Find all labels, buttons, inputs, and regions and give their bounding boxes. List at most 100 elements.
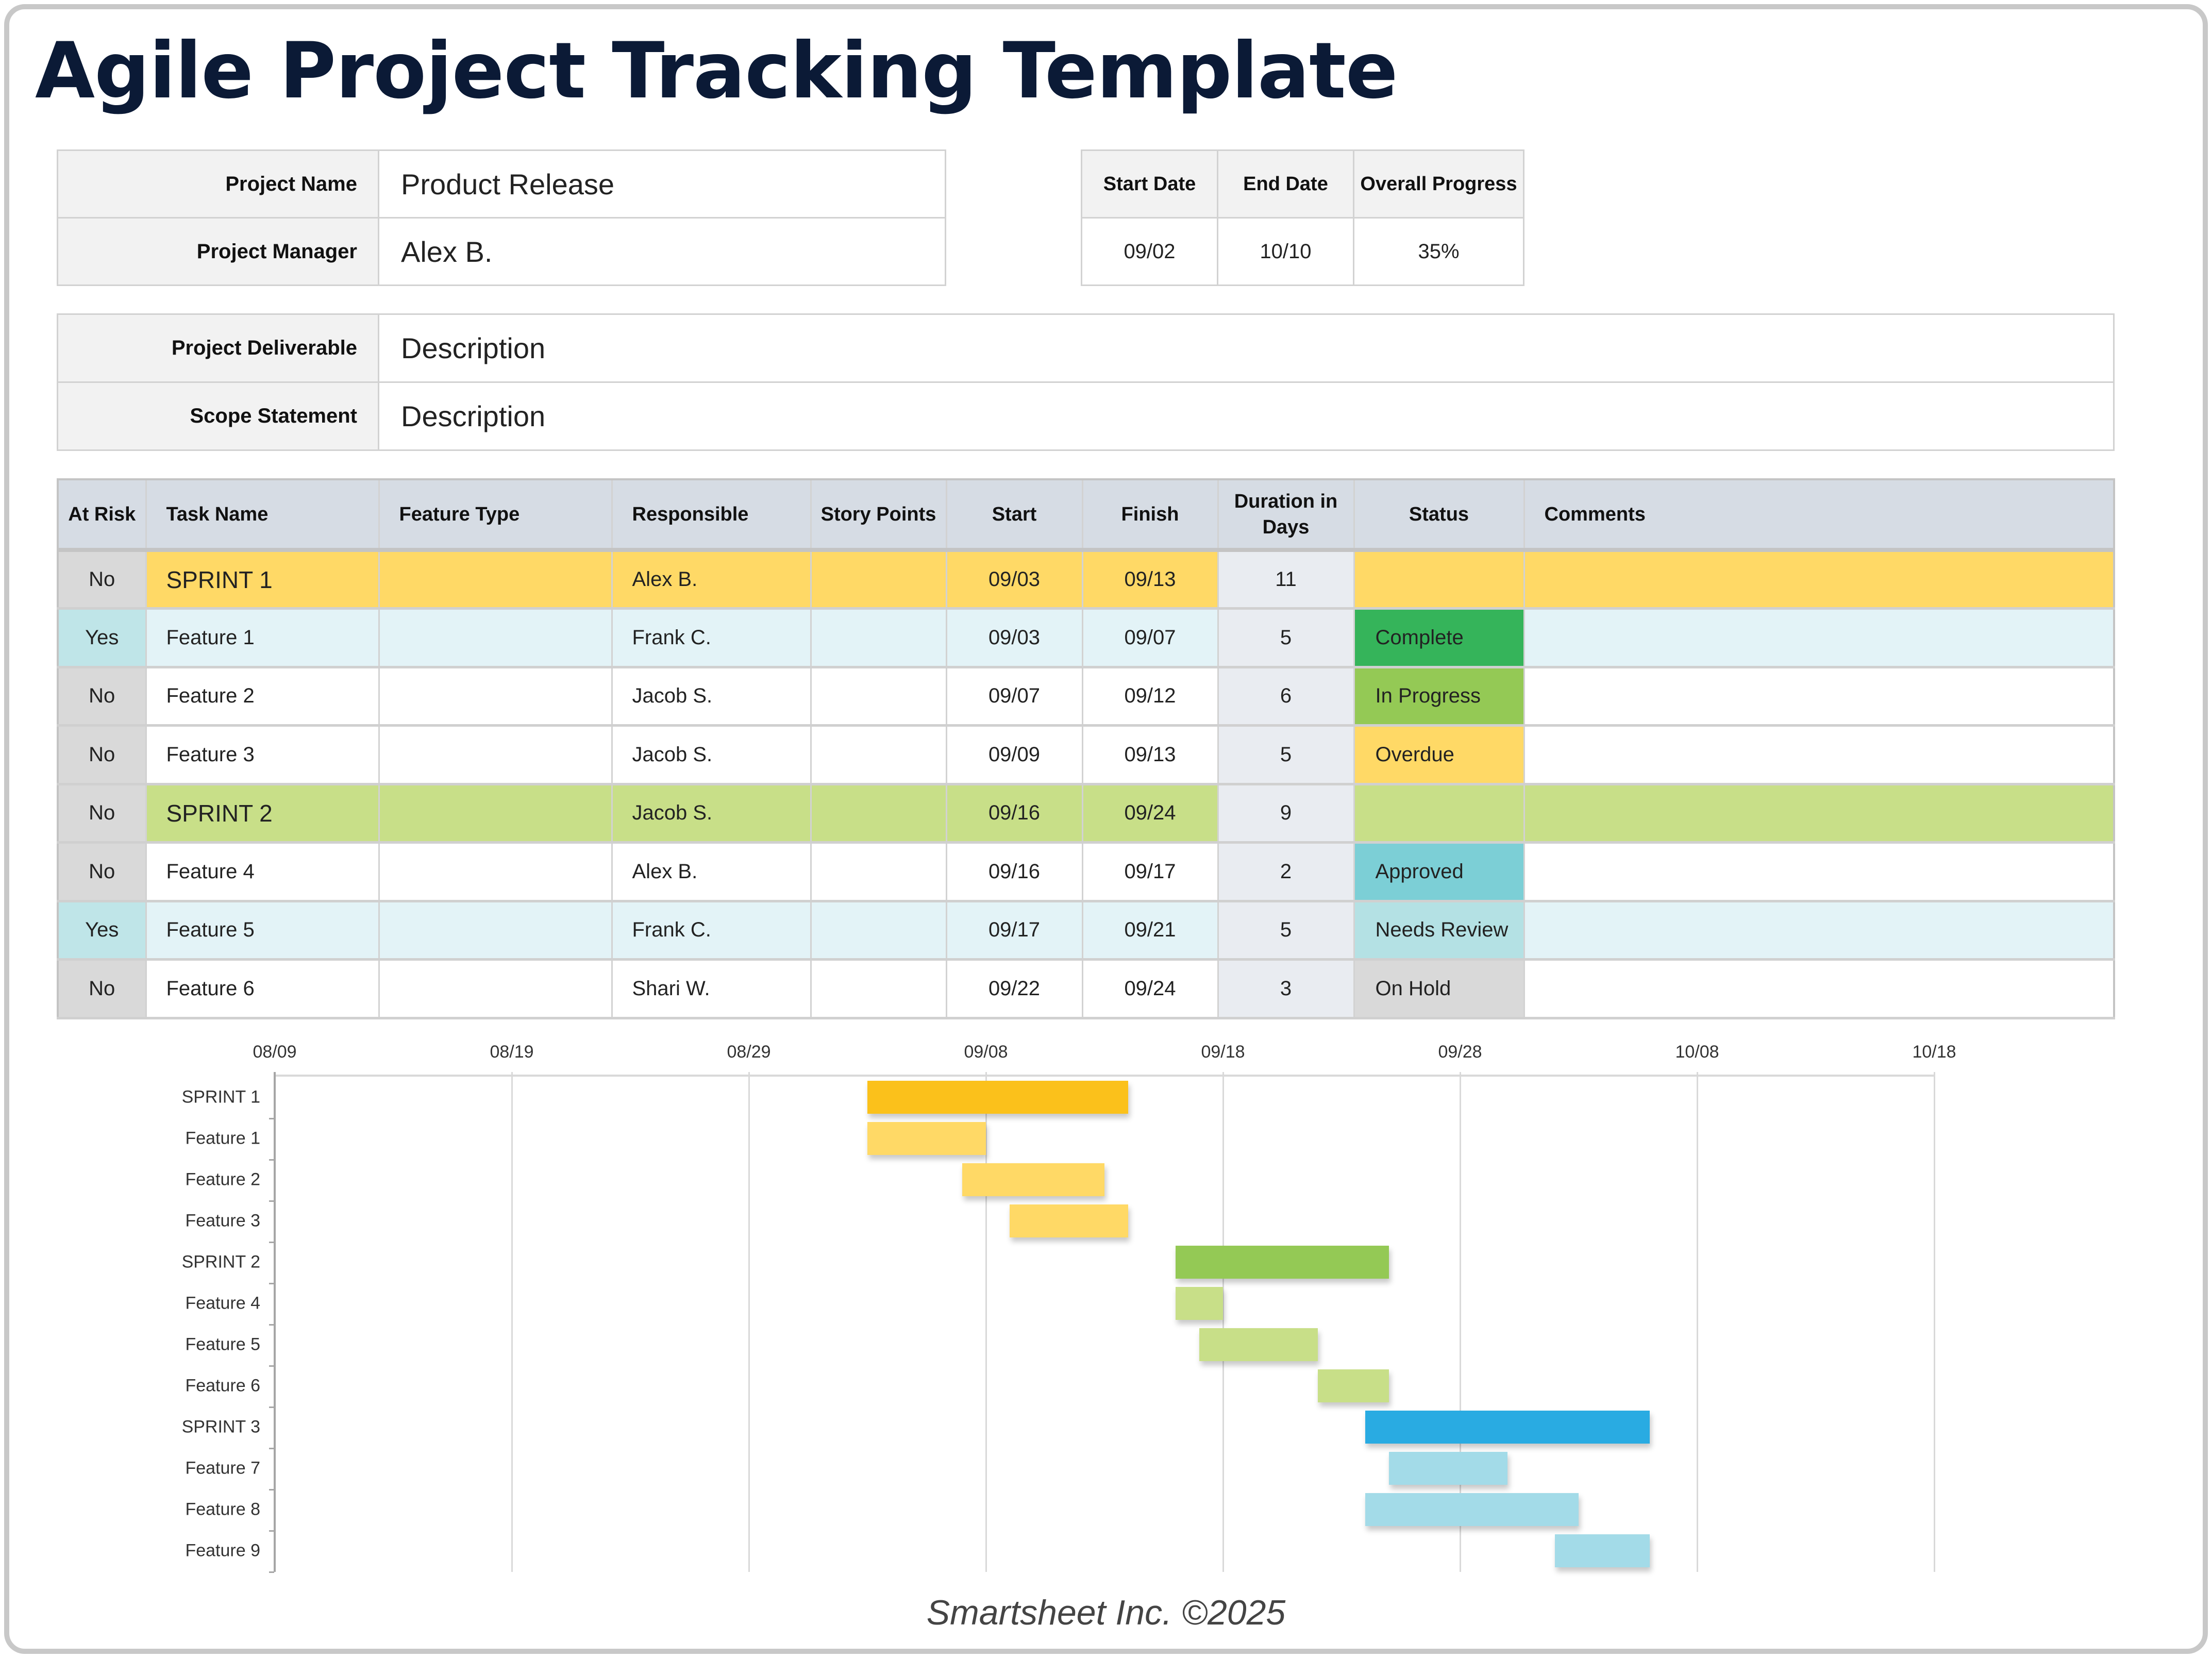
at-risk-cell[interactable]: Yes bbox=[57, 608, 147, 668]
task-row[interactable]: No Feature 6 Shari W. 09/22 09/24 3 On Hold bbox=[57, 959, 2115, 1019]
at-risk-cell[interactable]: Yes bbox=[57, 900, 147, 961]
task-name-cell[interactable]: Feature 6 bbox=[145, 959, 380, 1019]
project-deliverable-field[interactable]: Description bbox=[378, 313, 2115, 383]
status-cell[interactable] bbox=[1353, 549, 1525, 610]
task-name-cell[interactable]: Feature 3 bbox=[145, 725, 380, 785]
gantt-bar[interactable] bbox=[1199, 1328, 1318, 1361]
story-points-cell[interactable] bbox=[810, 725, 947, 785]
responsible-cell[interactable]: Shari W. bbox=[611, 959, 812, 1019]
at-risk-cell[interactable]: No bbox=[57, 666, 147, 727]
at-risk-cell[interactable]: No bbox=[57, 842, 147, 902]
at-risk-cell[interactable]: No bbox=[57, 959, 147, 1019]
story-points-cell[interactable] bbox=[810, 959, 947, 1019]
task-row[interactable]: No Feature 3 Jacob S. 09/09 09/13 5 Overdue bbox=[57, 725, 2115, 785]
finish-cell[interactable]: 09/17 bbox=[1081, 842, 1219, 902]
duration-cell[interactable]: 6 bbox=[1217, 666, 1355, 727]
col-start[interactable]: Start bbox=[945, 478, 1083, 552]
feature-type-cell[interactable] bbox=[378, 666, 613, 727]
gantt-bar[interactable] bbox=[1365, 1411, 1650, 1444]
feature-type-cell[interactable] bbox=[378, 900, 613, 961]
col-duration[interactable]: Duration in Days bbox=[1217, 478, 1355, 552]
feature-type-cell[interactable] bbox=[378, 549, 613, 610]
finish-cell[interactable]: 09/13 bbox=[1081, 725, 1219, 785]
task-name-cell[interactable]: Feature 5 bbox=[145, 900, 380, 961]
task-row[interactable]: No Feature 4 Alex B. 09/16 09/17 2 Approved bbox=[57, 842, 2115, 902]
col-task-name[interactable]: Task Name bbox=[145, 478, 380, 552]
story-points-cell[interactable] bbox=[810, 549, 947, 610]
task-name-cell[interactable]: SPRINT 1 bbox=[145, 549, 380, 610]
start-cell[interactable]: 09/17 bbox=[945, 900, 1083, 961]
comments-cell[interactable] bbox=[1523, 959, 2115, 1019]
status-badge[interactable]: Approved bbox=[1353, 842, 1525, 902]
col-finish[interactable]: Finish bbox=[1081, 478, 1219, 552]
finish-cell[interactable]: 09/24 bbox=[1081, 959, 1219, 1019]
responsible-cell[interactable]: Jacob S. bbox=[611, 783, 812, 844]
start-cell[interactable]: 09/09 bbox=[945, 725, 1083, 785]
status-badge[interactable]: Overdue bbox=[1353, 725, 1525, 785]
responsible-cell[interactable]: Jacob S. bbox=[611, 725, 812, 785]
finish-cell[interactable]: 09/21 bbox=[1081, 900, 1219, 961]
responsible-cell[interactable]: Alex B. bbox=[611, 842, 812, 902]
status-cell[interactable] bbox=[1353, 783, 1525, 844]
gantt-bar[interactable] bbox=[867, 1122, 986, 1155]
task-row[interactable]: No Feature 2 Jacob S. 09/07 09/12 6 In Progres… bbox=[57, 666, 2115, 727]
project-name-field[interactable]: Product Release bbox=[378, 149, 946, 219]
feature-type-cell[interactable] bbox=[378, 959, 613, 1019]
story-points-cell[interactable] bbox=[810, 842, 947, 902]
start-cell[interactable]: 09/22 bbox=[945, 959, 1083, 1019]
feature-type-cell[interactable] bbox=[378, 725, 613, 785]
comments-cell[interactable] bbox=[1523, 549, 2115, 610]
col-responsible[interactable]: Responsible bbox=[611, 478, 812, 552]
gantt-bar[interactable] bbox=[1318, 1369, 1389, 1402]
task-row[interactable]: Yes Feature 5 Frank C. 09/17 09/21 5 Needs Rev… bbox=[57, 900, 2115, 961]
comments-cell[interactable] bbox=[1523, 842, 2115, 902]
task-name-cell[interactable]: SPRINT 2 bbox=[145, 783, 380, 844]
task-name-cell[interactable]: Feature 4 bbox=[145, 842, 380, 902]
finish-cell[interactable]: 09/07 bbox=[1081, 608, 1219, 668]
gantt-bar[interactable] bbox=[1365, 1493, 1579, 1526]
gantt-bar[interactable] bbox=[1176, 1246, 1389, 1279]
project-manager-field[interactable]: Alex B. bbox=[378, 217, 946, 286]
task-name-cell[interactable]: Feature 2 bbox=[145, 666, 380, 727]
comments-cell[interactable] bbox=[1523, 608, 2115, 668]
status-badge[interactable]: Complete bbox=[1353, 608, 1525, 668]
overall-progress-field[interactable]: 35% bbox=[1353, 217, 1524, 286]
task-row[interactable]: Yes Feature 1 Frank C. 09/03 09/07 5 Complete bbox=[57, 608, 2115, 668]
col-comments[interactable]: Comments bbox=[1523, 478, 2115, 552]
story-points-cell[interactable] bbox=[810, 900, 947, 961]
responsible-cell[interactable]: Jacob S. bbox=[611, 666, 812, 727]
duration-cell[interactable]: 5 bbox=[1217, 608, 1355, 668]
col-story-points[interactable]: Story Points bbox=[810, 478, 947, 552]
responsible-cell[interactable]: Frank C. bbox=[611, 900, 812, 961]
story-points-cell[interactable] bbox=[810, 608, 947, 668]
gantt-bar[interactable] bbox=[1176, 1287, 1223, 1320]
duration-cell[interactable]: 11 bbox=[1217, 549, 1355, 610]
finish-cell[interactable]: 09/13 bbox=[1081, 549, 1219, 610]
comments-cell[interactable] bbox=[1523, 783, 2115, 844]
gantt-bar[interactable] bbox=[1555, 1534, 1650, 1567]
start-cell[interactable]: 09/16 bbox=[945, 842, 1083, 902]
col-feature-type[interactable]: Feature Type bbox=[378, 478, 613, 552]
start-date-field[interactable]: 09/02 bbox=[1081, 217, 1218, 286]
start-cell[interactable]: 09/03 bbox=[945, 549, 1083, 610]
status-badge[interactable]: In Progress bbox=[1353, 666, 1525, 727]
at-risk-cell[interactable]: No bbox=[57, 549, 147, 610]
gantt-bar[interactable] bbox=[867, 1081, 1128, 1114]
gantt-bar[interactable] bbox=[1389, 1452, 1507, 1485]
gantt-bar[interactable] bbox=[962, 1163, 1104, 1196]
task-name-cell[interactable]: Feature 1 bbox=[145, 608, 380, 668]
status-badge[interactable]: Needs Review bbox=[1353, 900, 1525, 961]
duration-cell[interactable]: 5 bbox=[1217, 725, 1355, 785]
start-cell[interactable]: 09/16 bbox=[945, 783, 1083, 844]
duration-cell[interactable]: 3 bbox=[1217, 959, 1355, 1019]
at-risk-cell[interactable]: No bbox=[57, 725, 147, 785]
story-points-cell[interactable] bbox=[810, 783, 947, 844]
start-cell[interactable]: 09/03 bbox=[945, 608, 1083, 668]
duration-cell[interactable]: 5 bbox=[1217, 900, 1355, 961]
end-date-field[interactable]: 10/10 bbox=[1217, 217, 1354, 286]
duration-cell[interactable]: 9 bbox=[1217, 783, 1355, 844]
col-status[interactable]: Status bbox=[1353, 478, 1525, 552]
comments-cell[interactable] bbox=[1523, 725, 2115, 785]
responsible-cell[interactable]: Alex B. bbox=[611, 549, 812, 610]
sprint-row[interactable]: No SPRINT 2 Jacob S. 09/16 09/24 9 bbox=[57, 783, 2115, 844]
